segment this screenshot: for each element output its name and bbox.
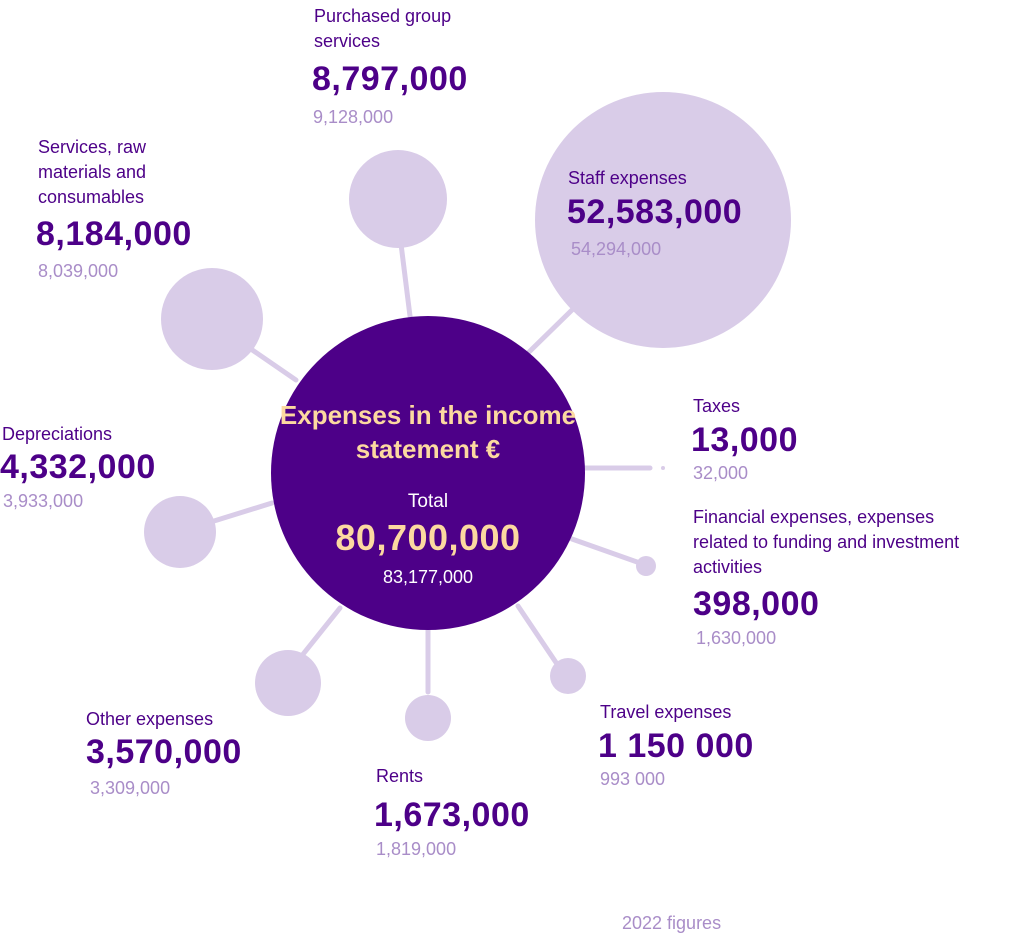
link-staff-expenses [525,306,576,356]
footnote: 2022 figures [622,913,722,933]
depreciations-previous: 3,933,000 [3,491,84,511]
bubble-travel-expenses [550,658,586,694]
travel-expenses-previous: 993 000 [600,769,666,789]
other-expenses-previous: 3,309,000 [90,778,171,798]
hub-total-value: 80,700,000 [335,517,521,558]
staff-expenses-value: 52,583,000 [567,193,743,231]
link-depreciations [211,500,275,524]
purchased-group-services-label: Purchased group services [314,6,452,51]
services-raw-materials-previous: 8,039,000 [38,261,119,281]
purchased-group-services-previous: 9,128,000 [313,107,394,127]
bubble-rents [405,695,451,741]
bubble-purchased-group-services [349,150,447,248]
purchased-group-services-value: 8,797,000 [312,60,468,98]
link-services-raw-materials [245,344,299,383]
bubble-depreciations [144,496,216,568]
hub-title: Expenses in the income statement € [279,400,577,464]
link-other-expenses [297,605,343,661]
rents-value: 1,673,000 [374,796,530,834]
depreciations-value: 4,332,000 [0,448,156,486]
hub-circle [271,316,585,630]
hub-total-previous: 83,177,000 [382,567,474,587]
travel-expenses-value: 1 150 000 [598,727,754,765]
financial-expenses-previous: 1,630,000 [696,628,777,648]
depreciations-label: Depreciations [2,424,113,444]
travel-expenses-label: Travel expenses [600,702,732,722]
hub-total-label: Total [407,491,449,512]
link-travel-expenses [515,603,560,667]
taxes-previous: 32,000 [693,463,749,483]
bubble-financial-expenses [636,556,656,576]
link-financial-expenses [569,536,640,565]
bubble-other-expenses [255,650,321,716]
staff-expenses-label: Staff expenses [568,168,687,188]
services-raw-materials-value: 8,184,000 [36,215,192,253]
services-raw-materials-label: Services, raw materials and consumables [38,137,147,207]
rents-previous: 1,819,000 [376,839,457,859]
staff-expenses-previous: 54,294,000 [571,239,662,259]
other-expenses-value: 3,570,000 [86,733,242,771]
bubble-taxes [661,466,665,470]
other-expenses-label: Other expenses [86,709,214,729]
bubble-staff-expenses [535,92,791,348]
financial-expenses-value: 398,000 [693,585,820,623]
taxes-value: 13,000 [691,421,798,459]
rents-label: Rents [376,766,424,786]
bubble-services-raw-materials [161,268,263,370]
link-purchased-group-services [397,233,413,319]
financial-expenses-label: Financial expenses, expenses related to … [693,507,960,577]
taxes-label: Taxes [693,396,741,416]
